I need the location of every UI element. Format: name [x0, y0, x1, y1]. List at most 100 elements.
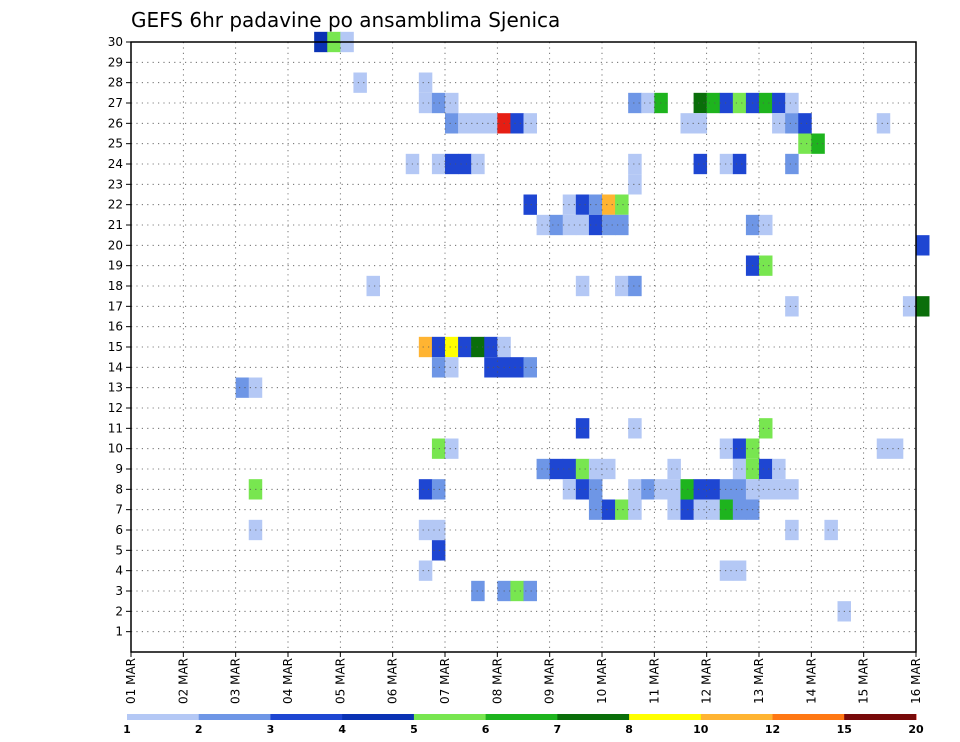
x-tick-label: 06 MAR	[386, 658, 400, 704]
x-tick-label: 16 MAR	[909, 658, 923, 704]
precip-cell	[628, 479, 642, 500]
x-tick-label: 07 MAR	[438, 658, 452, 704]
precip-cell	[536, 214, 551, 236]
precip-cell	[445, 438, 459, 459]
precip-cell	[876, 113, 891, 134]
heatmap-cells	[235, 31, 930, 622]
precip-cell	[353, 72, 367, 93]
precip-cell	[759, 418, 773, 439]
y-tick-label: 25	[108, 137, 123, 151]
y-tick-label: 16	[108, 320, 123, 334]
legend-label: 5	[410, 723, 418, 736]
precip-cell	[418, 519, 433, 541]
y-tick-label: 12	[108, 401, 123, 415]
precip-cell	[759, 92, 773, 114]
precip-cell	[615, 194, 629, 215]
precip-cell	[431, 153, 446, 175]
precip-cell	[719, 499, 734, 520]
precip-cell	[719, 560, 734, 581]
chart-title: GEFS 6hr padavine po ansamblima Sjenica	[131, 8, 560, 32]
x-tick-label: 10 MAR	[595, 658, 609, 704]
legend-swatch	[557, 714, 630, 720]
precip-cell	[785, 519, 799, 541]
precip-cell	[719, 92, 734, 114]
legend-swatch	[270, 714, 343, 720]
precip-cell	[431, 519, 446, 541]
precip-cell	[602, 499, 616, 520]
y-tick-label: 13	[108, 381, 123, 395]
y-tick-label: 10	[108, 442, 123, 456]
precip-cell	[785, 479, 799, 500]
precip-cell	[641, 479, 655, 500]
y-tick-label: 18	[108, 279, 123, 293]
legend-label: 15	[837, 723, 852, 736]
legend-label: 6	[482, 723, 490, 736]
legend-swatch	[413, 714, 487, 720]
y-tick-label: 3	[115, 584, 123, 598]
precip-cell	[693, 479, 708, 500]
precip-cell	[575, 275, 590, 297]
precip-cell	[719, 479, 734, 500]
x-tick-label: 11 MAR	[647, 658, 661, 704]
precip-cell	[732, 479, 747, 500]
x-tick-label: 15 MAR	[857, 658, 871, 704]
y-tick-label: 7	[115, 503, 123, 517]
precip-cell	[471, 580, 485, 602]
y-tick-label: 27	[108, 96, 123, 110]
precip-cell	[719, 438, 734, 459]
y-tick-label: 19	[108, 259, 123, 273]
legend-label: 2	[195, 723, 203, 736]
precip-cell	[445, 113, 459, 134]
legend-label: 1	[123, 723, 131, 736]
x-tick-label: 05 MAR	[333, 658, 347, 704]
precip-cell	[667, 458, 681, 480]
precip-cell	[431, 336, 446, 358]
precip-cell	[732, 499, 747, 520]
y-tick-label: 11	[108, 421, 123, 435]
legend-swatch	[844, 714, 916, 720]
precip-cell	[798, 113, 812, 134]
y-tick-label: 28	[108, 76, 123, 90]
precip-cell	[602, 194, 616, 215]
precip-cell	[615, 214, 629, 236]
y-tick-label: 26	[108, 116, 123, 130]
precip-cell	[615, 275, 629, 297]
precip-cell	[706, 499, 721, 520]
y-tick-label: 23	[108, 177, 123, 191]
precip-cell	[366, 275, 380, 297]
precip-cell	[824, 519, 838, 541]
precip-cell	[732, 458, 747, 480]
x-axis: 01 MAR 02 MAR 03 MAR 04 MAR 05 MAR 06 MAR 07 M…	[124, 652, 923, 704]
legend-swatch	[342, 714, 415, 720]
precip-cell	[628, 418, 642, 439]
y-tick-label: 20	[108, 238, 123, 252]
precip-cell	[445, 92, 459, 114]
precip-cell	[523, 357, 537, 378]
precip-cell	[523, 113, 537, 134]
precip-cell	[772, 479, 786, 500]
precip-cell	[615, 499, 629, 520]
precip-cell	[732, 438, 747, 459]
grid-lines	[131, 41, 916, 652]
y-tick-label: 8	[115, 482, 123, 496]
precip-cell	[759, 214, 773, 236]
x-tick-label: 09 MAR	[543, 658, 557, 704]
precip-cell	[510, 113, 524, 134]
precip-cell	[876, 438, 891, 459]
x-tick-label: 04 MAR	[281, 658, 295, 704]
precip-cell	[445, 153, 459, 175]
precip-cell	[706, 92, 721, 114]
precip-cell	[706, 479, 721, 500]
legend-label: 7	[554, 723, 562, 736]
precip-cell	[759, 255, 773, 276]
precip-cell	[471, 336, 485, 358]
legend-label: 8	[625, 723, 633, 736]
precip-cell	[471, 153, 485, 175]
precip-cell	[523, 580, 537, 602]
precip-cell	[418, 479, 433, 500]
precip-cell	[719, 153, 734, 175]
y-tick-label: 1	[115, 625, 123, 639]
legend-label: 3	[267, 723, 275, 736]
precip-cell	[628, 153, 642, 175]
